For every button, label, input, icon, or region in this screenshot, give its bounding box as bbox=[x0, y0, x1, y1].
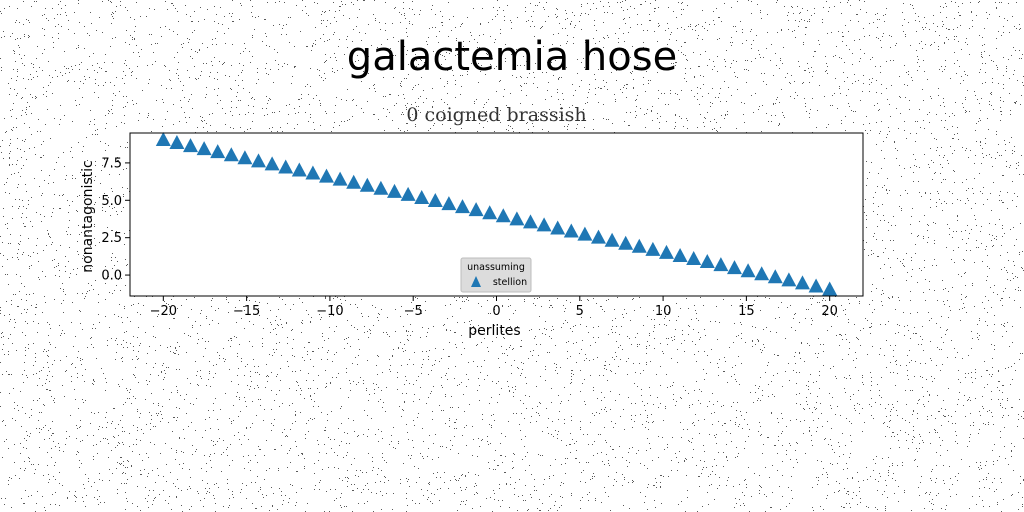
x-tick-label: 0 bbox=[492, 304, 500, 319]
data-point bbox=[808, 278, 824, 293]
data-point bbox=[319, 168, 335, 183]
data-point bbox=[291, 162, 307, 177]
x-axis-label: perlites bbox=[468, 323, 520, 339]
data-point bbox=[468, 202, 484, 217]
data-point bbox=[767, 269, 783, 284]
legend: unassuming stellion bbox=[460, 257, 532, 293]
legend-entry-label: stellion bbox=[493, 277, 527, 288]
data-point bbox=[400, 186, 416, 201]
data-point bbox=[264, 156, 280, 171]
data-point bbox=[482, 205, 498, 220]
data-point bbox=[387, 183, 403, 198]
x-tick-label: 15 bbox=[738, 304, 755, 319]
legend-marker bbox=[471, 276, 481, 287]
y-axis-label: nonantagonistic bbox=[80, 160, 96, 272]
data-point bbox=[346, 174, 362, 189]
data-point bbox=[618, 235, 634, 250]
data-point bbox=[590, 229, 606, 244]
data-point bbox=[155, 131, 171, 146]
data-point bbox=[645, 241, 661, 256]
series-stellion bbox=[155, 131, 838, 296]
data-point bbox=[740, 263, 756, 278]
data-point bbox=[726, 260, 742, 275]
data-point bbox=[169, 135, 185, 150]
data-point bbox=[822, 281, 838, 296]
data-point bbox=[223, 147, 239, 162]
y-tick-label: 2.5 bbox=[101, 231, 122, 246]
data-point bbox=[455, 199, 471, 214]
data-point bbox=[522, 214, 538, 229]
y-tick-label: 7.5 bbox=[101, 156, 122, 171]
data-point bbox=[210, 144, 226, 159]
data-point bbox=[305, 165, 321, 180]
x-tick-label: 5 bbox=[576, 304, 584, 319]
data-point bbox=[278, 159, 294, 174]
data-point bbox=[251, 153, 267, 168]
data-point bbox=[495, 208, 511, 223]
x-tick-label: −20 bbox=[150, 304, 177, 319]
figure-title: galactemia hose bbox=[346, 34, 678, 80]
data-point bbox=[699, 254, 715, 269]
data-point bbox=[604, 232, 620, 247]
legend-title: unassuming bbox=[467, 262, 525, 273]
data-point bbox=[550, 220, 566, 235]
chart-title: 0 coigned brassish bbox=[406, 104, 587, 126]
x-tick-label: 20 bbox=[821, 304, 838, 319]
x-tick-label: −10 bbox=[316, 304, 343, 319]
data-point bbox=[536, 217, 552, 232]
x-tick-label: 10 bbox=[655, 304, 672, 319]
data-point bbox=[781, 272, 797, 287]
data-point bbox=[196, 141, 212, 156]
data-point bbox=[332, 171, 348, 186]
data-point bbox=[237, 150, 253, 165]
data-point bbox=[672, 247, 688, 262]
data-point bbox=[658, 244, 674, 259]
x-tick-label: −5 bbox=[404, 304, 423, 319]
data-point bbox=[414, 189, 430, 204]
data-point bbox=[183, 138, 199, 153]
data-point bbox=[563, 223, 579, 238]
y-tick-label: 5.0 bbox=[101, 194, 122, 209]
data-point bbox=[373, 180, 389, 195]
data-point bbox=[713, 257, 729, 272]
x-tick-label: −15 bbox=[233, 304, 260, 319]
data-point bbox=[359, 177, 375, 192]
data-point bbox=[686, 250, 702, 265]
data-point bbox=[509, 211, 525, 226]
data-point bbox=[427, 193, 443, 208]
data-point bbox=[441, 196, 457, 211]
data-point bbox=[754, 266, 770, 281]
data-point bbox=[631, 238, 647, 253]
y-tick-label: 0.0 bbox=[101, 269, 122, 284]
data-point bbox=[794, 275, 810, 290]
data-point bbox=[577, 226, 593, 241]
